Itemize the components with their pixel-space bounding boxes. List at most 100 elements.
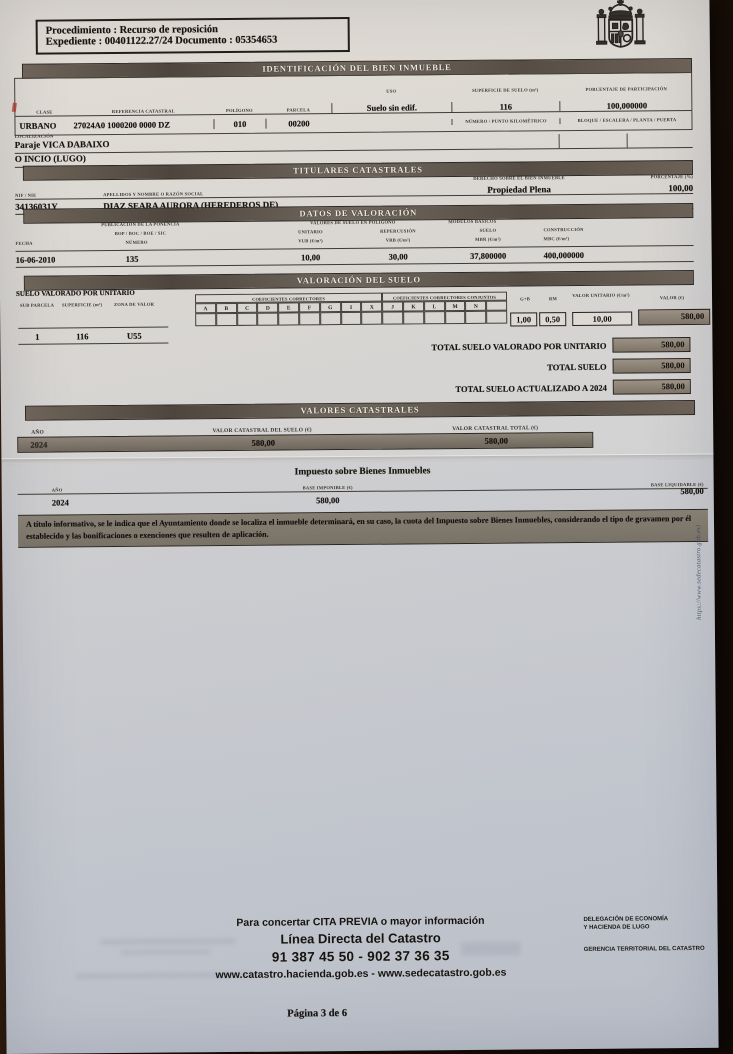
divider (558, 134, 560, 149)
header-rm: RM (548, 296, 558, 302)
header-sub-parcela: SUB PARCELA (19, 302, 55, 308)
subparcela-row: 1 116 U55 (18, 326, 169, 345)
gerencia-line: GERENCIA TERRITORIAL DEL CATASTRO (583, 945, 705, 953)
code-vub: VUB (€/m²) (298, 238, 323, 244)
header-ano-vc: AÑO (31, 429, 45, 436)
suelo-valorado-subtitle: SUELO VALORADO POR UNITARIO (15, 288, 135, 298)
vub-value: 10,00 (301, 251, 321, 262)
gb-value: 1,00 (510, 312, 538, 327)
coef-empty-row (195, 310, 508, 327)
coef-letter: D (257, 302, 279, 313)
rm-value: 0,50 (539, 312, 567, 327)
superficie-vs-value: 116 (76, 330, 89, 341)
procedure-box: Procedimiento : Recurso de reposición Ex… (35, 16, 350, 55)
col-header-nif: NIF / NIE (15, 192, 37, 199)
clase-value: URBANO (19, 120, 57, 131)
total-suelo-value: 580,00 (612, 357, 691, 374)
code-mbc: MBC (€/m²) (543, 236, 570, 242)
porcentaje-tit-value: 100,00 (668, 182, 694, 194)
footer-contact-block: Para concertar CITA PREVIA o mayor infor… (145, 914, 576, 982)
coeficientes-table: COEFICIENTES CORRECTORES COEFICIENTES CO… (194, 291, 508, 327)
sub-parcela-value: 1 (35, 331, 40, 342)
total-unitario-label: TOTAL SUELO VALORADO POR UNITARIO (431, 340, 607, 353)
total-actualizado-label: TOTAL SUELO ACTUALIZADO A 2024 (455, 382, 607, 395)
col-header-referencia: REFERENCIA CATASTRAL (111, 108, 175, 115)
mbc-value: 400,000000 (543, 249, 585, 260)
footer-office-block: DELEGACIÓN DE ECONOMÍA Y HACIENDA DE LUG… (583, 916, 713, 953)
coef-letter: N (465, 300, 487, 311)
mbr-value: 37,800000 (470, 250, 507, 261)
coef-letter: K (403, 301, 424, 312)
coef-letter: G (319, 302, 341, 313)
coef-letter: A (195, 303, 216, 314)
page-crease (1, 453, 714, 465)
valores-catastrales-table: AÑO VALOR CATASTRAL DEL SUELO (€) VALOR … (17, 415, 594, 453)
ibi-block: Impuesto sobre Bienes Inmuebles AÑO BASE… (17, 464, 709, 548)
header-fecha: FECHA (15, 240, 33, 246)
vrb-value: 30,00 (388, 250, 408, 262)
datos-valoracion-table: PUBLICACIÓN DE LA PONENCIA VALORES DE SU… (15, 217, 694, 268)
websites-line: www.catastro.hacienda.gob.es - www.sedec… (215, 966, 507, 982)
col-header-porcentaje-tit: PORCENTAJE (%) (650, 173, 693, 180)
total-suelo-label: TOTAL SUELO (547, 361, 607, 373)
porcentaje-value: 100,000000 (559, 99, 694, 112)
numero-value: 135 (125, 253, 139, 264)
coef-letter: C (236, 302, 258, 313)
header-gb: G+B (520, 296, 530, 302)
col-header-porcentaje: PORCENTAJE DE PARTICIPACIÓN (585, 86, 668, 93)
header-superficie-vs: SUPERFICIE (m²) (61, 302, 103, 308)
referencia-catastral-value: 27024A0 1000200 0000 DZ (73, 119, 171, 131)
expediente-line: Expediente : 00401122.27/24 Documento : … (45, 34, 278, 48)
valor-unitario-value: 10,00 (572, 311, 633, 327)
col-header-poligono: POLÍGONO (225, 108, 253, 114)
divider (626, 133, 628, 148)
header-ano-ibi: AÑO (51, 487, 63, 493)
col-header-superficie: SUPERFICIE DE SUELO (m²) (472, 87, 539, 94)
col-header-parcela: PARCELA (286, 107, 311, 113)
code-mbr: MBR (€/m²) (475, 236, 501, 242)
ibi-liquidable-value: 580,00 (680, 485, 704, 496)
col-header-clase: CLASE (36, 109, 53, 115)
header-valor-unitario: VALOR UNITARIO (€/m²) (572, 292, 630, 299)
vc-total-value: 580,00 (484, 435, 509, 446)
fecha-value: 16-06-2010 (15, 254, 56, 265)
linea-directa-line: Línea Directa del Catastro (280, 930, 441, 947)
spain-coat-of-arms-icon (589, 0, 652, 56)
delegacion-line2: Y HACIENDA DE LUGO (583, 924, 650, 931)
cita-previa-line: Para concertar CITA PREVIA o mayor infor… (236, 914, 485, 929)
header-numero: NÚMERO (125, 239, 148, 245)
coef-letter: B (215, 302, 237, 314)
col-header-uso: USO (386, 88, 397, 94)
coef-letter: F (299, 302, 320, 313)
col-header-numero-punto: NÚMERO / PUNTO KILOMÉTRICO (451, 118, 560, 125)
coef-letter: M (444, 300, 466, 312)
ibi-informative-note: A título informativo, se le indica que e… (17, 508, 709, 548)
header-zona-valor: ZONA DE VALOR (113, 301, 155, 308)
code-vrb: VRB (€/m²) (385, 237, 411, 243)
phone-numbers-line: 91 387 45 50 - 902 37 36 35 (271, 948, 450, 965)
coef-letter (486, 300, 508, 311)
coef-letter: X (361, 301, 383, 312)
page-number: Página 3 de 6 (287, 1008, 348, 1020)
vc-suelo-value: 580,00 (251, 437, 276, 448)
uso-value: Suelo sin edif. (331, 102, 452, 114)
coef-letter: E (278, 302, 300, 313)
ibi-base-value: 580,00 (316, 494, 340, 505)
poligono-value: 010 (213, 118, 266, 130)
coef-letter: I (340, 301, 362, 313)
vc-ano-value: 2024 (30, 439, 48, 450)
parcela-value: 00200 (265, 118, 332, 129)
delegacion-line1: DELEGACIÓN DE ECONOMÍA (583, 916, 669, 923)
col-header-bloque: BLOQUE / ESCALERA / PLANTA / PUERTA (559, 117, 694, 124)
derecho-value: Propiedad Plena (487, 184, 551, 195)
header-valor-catastral-suelo: VALOR CATASTRAL DEL SUELO (€) (212, 427, 312, 435)
total-actualizado-value: 580,00 (612, 378, 691, 395)
subparcela-headers: SUB PARCELA SUPERFICIE (m²) ZONA DE VALO… (18, 302, 160, 309)
superficie-value: 116 (451, 101, 560, 113)
total-unitario-value: 580,00 (612, 336, 691, 353)
coef-letter: L (423, 301, 445, 312)
col-header-derecho: DERECHO SOBRE EL BIEN INMUEBLE (473, 175, 565, 181)
coef-letter: J (382, 301, 404, 312)
header-valor-catastral-total: VALOR CATASTRAL TOTAL (€) (452, 425, 539, 433)
